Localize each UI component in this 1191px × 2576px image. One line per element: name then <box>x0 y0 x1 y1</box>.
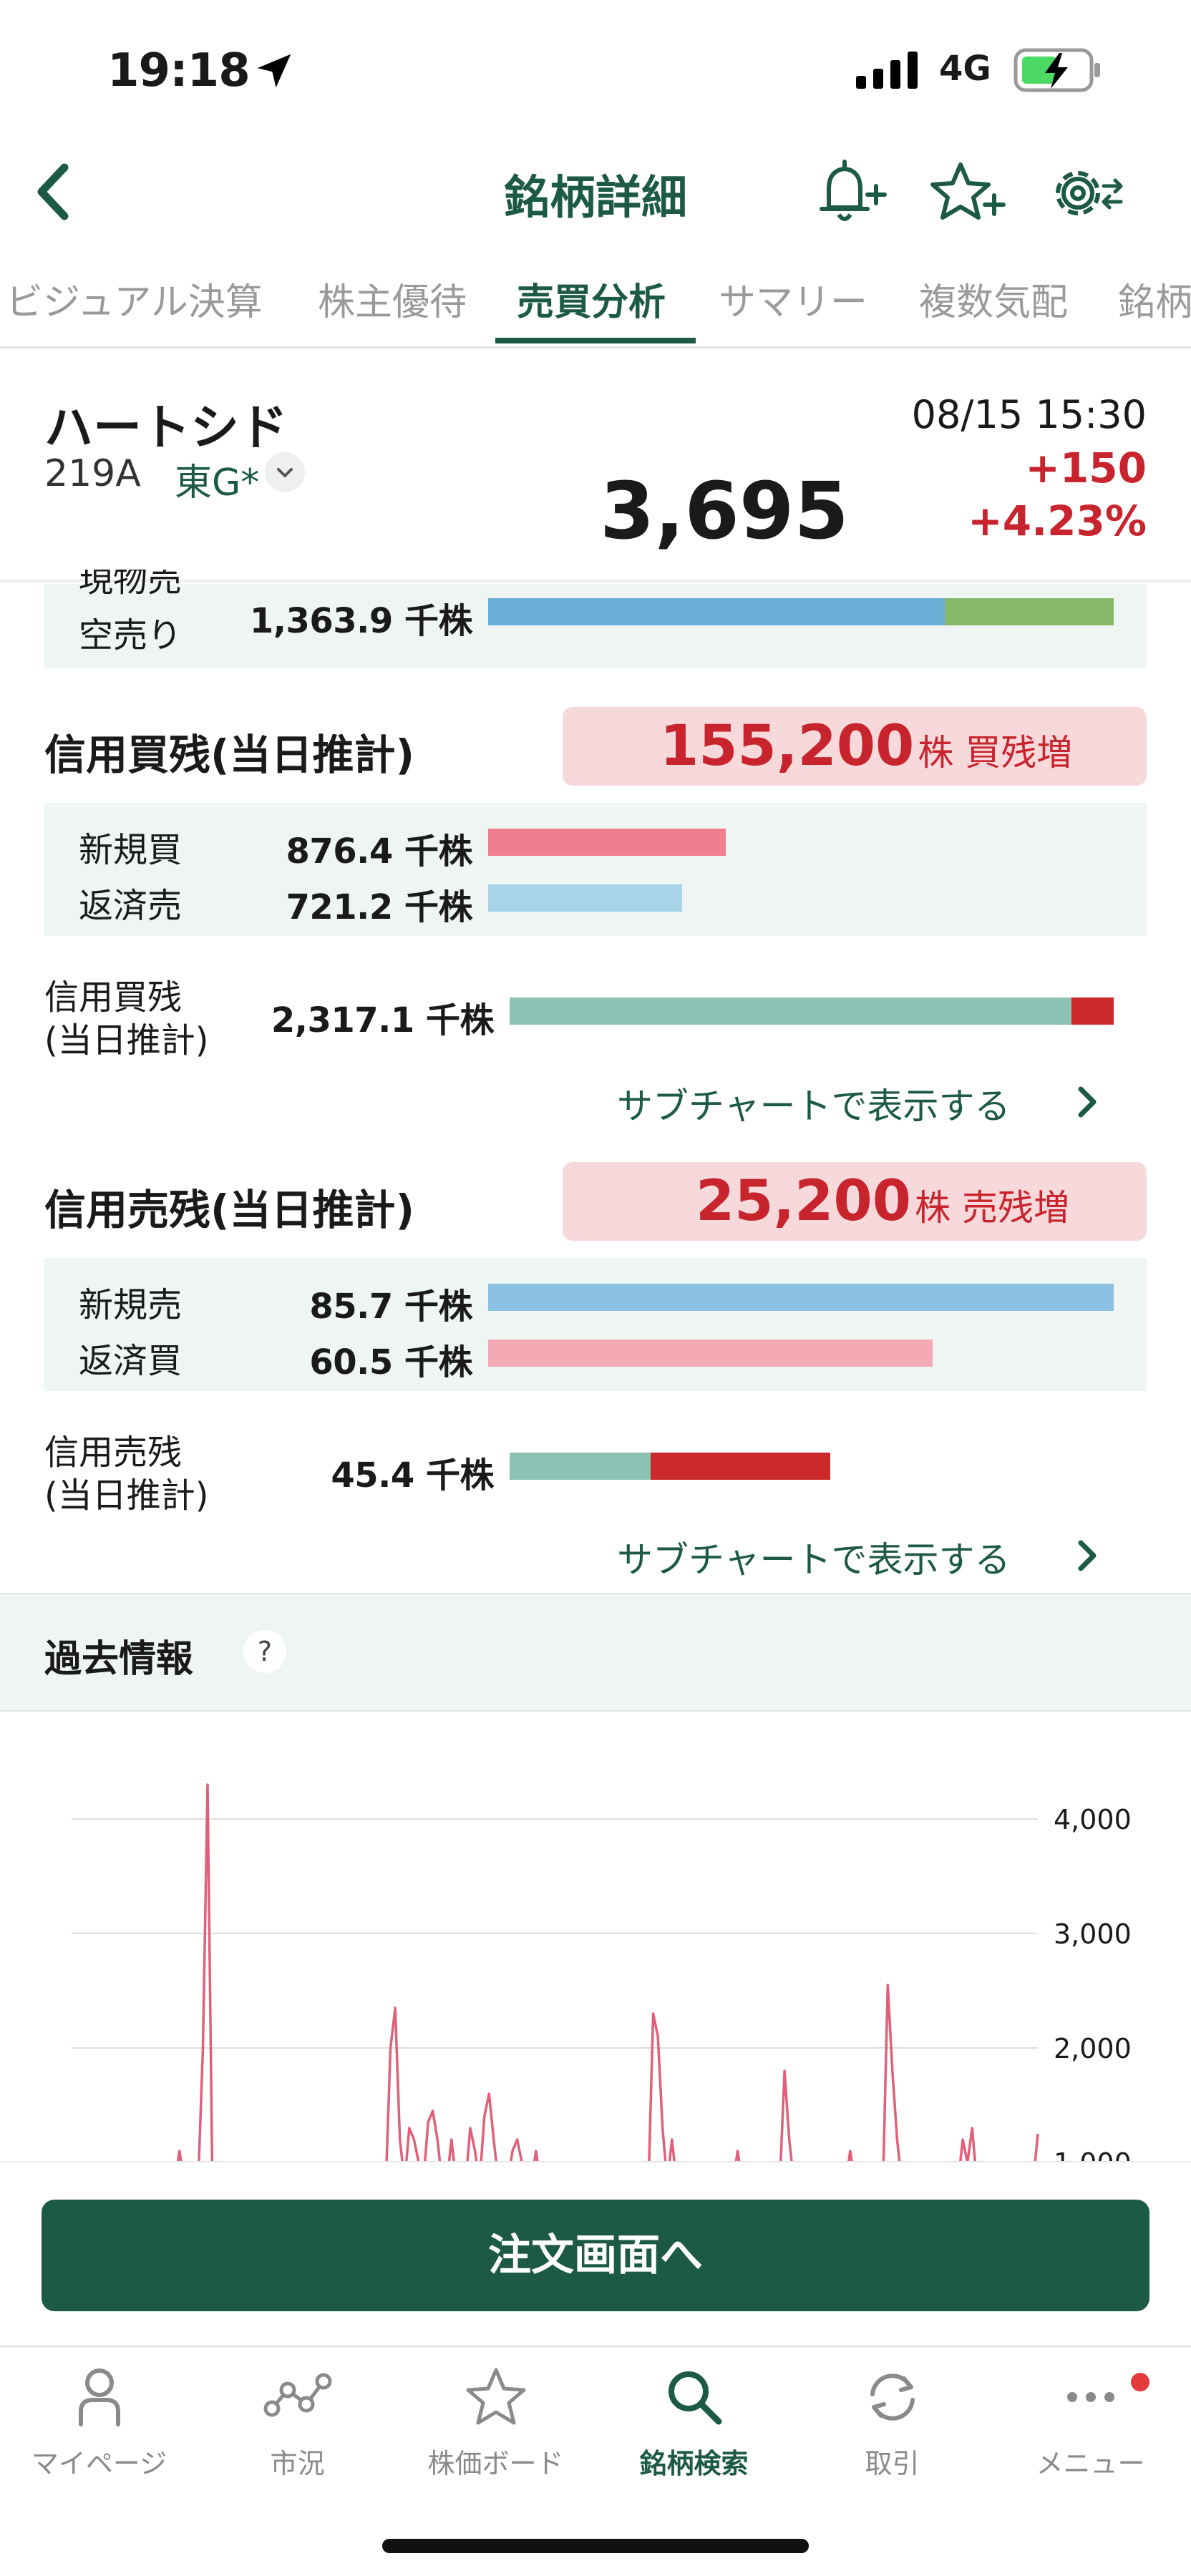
short-sell-bar-fill <box>488 598 945 625</box>
alert-add-bell-icon[interactable] <box>809 157 888 229</box>
search-icon <box>668 2371 721 2425</box>
past-info-chart: 4,000 3,000 2,000 1,000 <box>72 1783 1132 2161</box>
tab-shareholder-benefits[interactable]: 株主優待 <box>318 281 467 324</box>
location-arrow-icon <box>257 54 291 88</box>
margin-buy-balance-bar <box>510 997 1071 1025</box>
chart-y-tick-label: 3,000 <box>1054 1918 1132 1950</box>
chart-y-tick-label: 4,000 <box>1054 1804 1132 1835</box>
price-change-pct: +4.23% <box>968 497 1147 545</box>
price-datetime: 08/15 15:30 <box>911 392 1147 437</box>
new-sell-label: 新規売 <box>79 1285 183 1325</box>
tab-trade-analysis[interactable]: 売買分析 <box>517 281 666 324</box>
signal-icon <box>856 52 918 89</box>
margin-sell-subchart-link[interactable]: サブチャートで表示する <box>617 1539 1011 1581</box>
nav-price-board[interactable]: 株価ボード <box>397 2361 595 2481</box>
order-screen-button[interactable]: 注文画面へ <box>42 2200 1149 2311</box>
home-indicator <box>382 2539 809 2553</box>
tab-multi-quote[interactable]: 複数気配 <box>919 281 1069 324</box>
more-dots-icon <box>1066 2392 1114 2402</box>
new-buy-bar-track <box>488 829 1114 856</box>
nav-trade[interactable]: 取引 <box>793 2361 991 2481</box>
margin-buy-balance-value: 2,317.1 千株 <box>271 1000 495 1040</box>
margin-sell-balance-bar <box>510 1453 651 1480</box>
new-sell-bar <box>488 1284 1114 1311</box>
short-sell-value: 1,363.9 千株 <box>249 601 473 641</box>
star-icon <box>466 2368 525 2425</box>
repay-buy-value: 60.5 千株 <box>309 1342 472 1382</box>
repay-sell-label: 返済売 <box>79 886 183 926</box>
person-icon <box>78 2368 120 2426</box>
chart-y-tick-label: 2,000 <box>1054 2033 1132 2064</box>
nav-market[interactable]: 市況 <box>198 2361 397 2481</box>
margin-sell-panel <box>44 1258 1147 1391</box>
past-info-header <box>0 1593 1191 1712</box>
margin-buy-balance-bar-track <box>510 997 1114 1025</box>
stock-name: ハートシド <box>44 400 288 457</box>
status-time: 19:18 <box>107 44 251 97</box>
stock-code: 219A <box>44 452 141 495</box>
battery-charging-icon <box>1013 48 1100 92</box>
new-buy-bar <box>488 829 726 856</box>
short-sell-bar-track <box>488 598 1114 625</box>
margin-buy-change-unit: 株 買残増 <box>918 732 1073 774</box>
stock-header-shadow <box>0 580 1191 584</box>
short-sell-label: 空売り <box>79 615 183 655</box>
tab-divider <box>0 346 1191 348</box>
price-change: +150 <box>1025 444 1147 492</box>
settings-gear-icon[interactable] <box>1046 157 1125 229</box>
bottom-nav <box>0 2346 1191 2576</box>
margin-buy-change-value: 155,200 <box>660 714 915 779</box>
margin-buy-change-badge: 155,200 株 買残増 <box>563 707 1147 786</box>
margin-sell-balance-label: 信用売残 <box>44 1433 183 1473</box>
margin-sell-change-unit: 株 売残増 <box>915 1187 1069 1229</box>
chart-y-tick-label: 1,000 <box>1054 2147 1132 2161</box>
margin-sell-balance-value: 45.4 千株 <box>331 1455 494 1496</box>
market-chart-icon <box>263 2373 331 2417</box>
margin-sell-title: 信用売残(当日推計) <box>44 1186 415 1234</box>
tab-bar: ビジュアル決算 株主優待 売買分析 サマリー 複数気配 銘柄 <box>0 266 1191 349</box>
repay-buy-label: 返済買 <box>79 1341 183 1381</box>
tab-stock-more[interactable]: 銘柄 <box>1118 281 1191 324</box>
new-sell-bar-track <box>488 1284 1114 1311</box>
chevron-right-icon[interactable] <box>1074 1082 1102 1122</box>
tab-summary[interactable]: サマリー <box>719 281 868 324</box>
margin-sell-balance-bar-track <box>510 1453 830 1480</box>
back-chevron-icon[interactable] <box>29 156 79 228</box>
past-info-title: 過去情報 <box>44 1638 194 1681</box>
nav-menu[interactable]: メニュー <box>991 2361 1190 2481</box>
repay-sell-value: 721.2 千株 <box>286 887 472 927</box>
margin-sell-change-badge: 25,200 株 売残増 <box>563 1162 1147 1241</box>
repay-buy-bar-track <box>488 1340 1114 1367</box>
new-sell-value: 85.7 千株 <box>309 1287 472 1327</box>
refresh-arrows-icon <box>870 2373 915 2421</box>
network-type: 4G <box>939 49 991 89</box>
margin-buy-panel <box>44 803 1147 936</box>
help-icon[interactable]: ? <box>243 1630 286 1673</box>
margin-buy-balance-sublabel: (当日推計) <box>44 1020 209 1060</box>
spot-sell-label: 現物売 <box>79 570 183 598</box>
margin-buy-balance-label: 信用買残 <box>44 977 183 1018</box>
margin-sell-change-value: 25,200 <box>696 1169 911 1234</box>
new-buy-label: 新規買 <box>79 830 183 870</box>
chart-series-line <box>176 1783 1039 2161</box>
new-buy-value: 876.4 千株 <box>286 831 472 872</box>
repay-sell-bar-track <box>488 884 1114 912</box>
active-tab-indicator <box>495 338 696 343</box>
favorite-add-star-icon[interactable] <box>928 157 1006 229</box>
margin-sell-balance-sublabel: (当日推計) <box>44 1475 209 1516</box>
nav-mypage[interactable]: マイページ <box>0 2361 198 2481</box>
short-sell-panel <box>44 584 1147 668</box>
market-dropdown-chevron-icon[interactable] <box>265 452 305 492</box>
stock-price: 3,695 <box>600 465 849 557</box>
repay-buy-bar <box>488 1340 933 1367</box>
tab-visual-results[interactable]: ビジュアル決算 <box>6 281 263 324</box>
repay-sell-bar <box>488 884 682 912</box>
page-title: 銘柄詳細 <box>504 172 687 225</box>
margin-buy-title: 信用買残(当日推計) <box>44 731 415 779</box>
chevron-right-icon[interactable] <box>1074 1536 1102 1576</box>
notification-badge <box>1131 2373 1149 2391</box>
margin-buy-subchart-link[interactable]: サブチャートで表示する <box>617 1085 1011 1127</box>
nav-stock-search[interactable]: 銘柄検索 <box>595 2361 793 2481</box>
market-label[interactable]: 東G* <box>175 462 260 504</box>
